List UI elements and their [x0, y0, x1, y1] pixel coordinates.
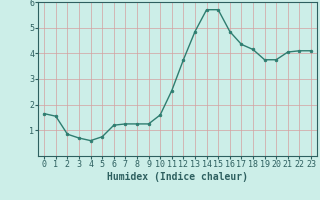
- X-axis label: Humidex (Indice chaleur): Humidex (Indice chaleur): [107, 172, 248, 182]
